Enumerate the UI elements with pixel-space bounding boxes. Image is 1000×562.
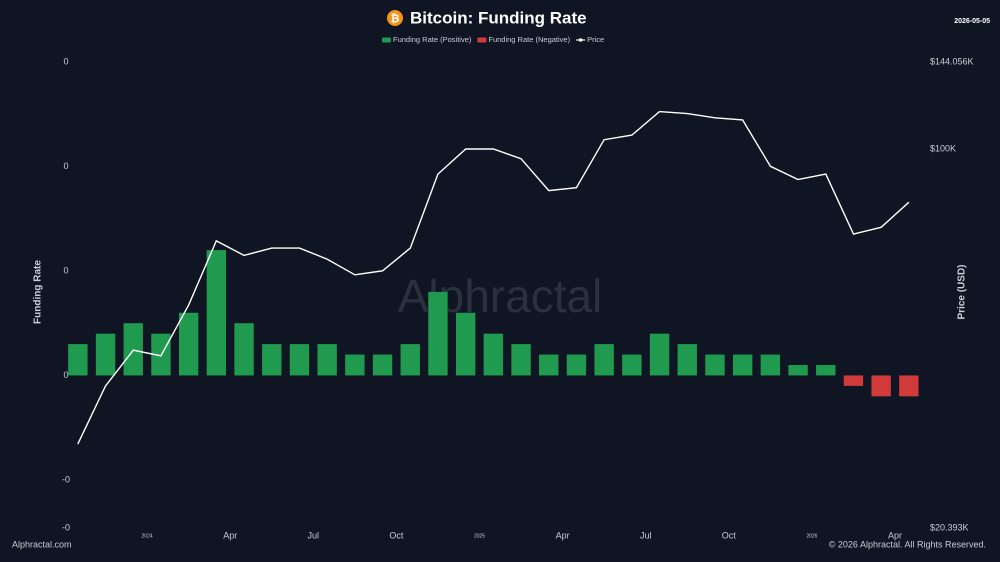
legend-label: Price (587, 35, 604, 44)
bar (511, 344, 531, 376)
bar (289, 344, 310, 376)
bitcoin-icon (387, 10, 403, 26)
x-tick-label: Jul (640, 530, 652, 540)
bar (123, 323, 143, 376)
date: 2026-05-05 (954, 18, 990, 25)
bar (178, 312, 199, 376)
x-tick-label: Apr (223, 530, 237, 540)
bar (622, 354, 642, 376)
bar (95, 333, 116, 376)
bar (234, 323, 254, 376)
bar (455, 312, 476, 376)
bar (788, 365, 808, 376)
y2-tick-label: $144.056K (930, 56, 974, 66)
bar (732, 354, 753, 376)
bar (345, 354, 365, 376)
bar (317, 344, 337, 376)
price-line (77, 110, 910, 445)
x-tick-label: Apr (556, 530, 570, 540)
bar (677, 344, 697, 376)
y-tick-label: 0 (63, 265, 68, 275)
x-tick-label: Oct (722, 530, 737, 540)
bar (372, 354, 393, 376)
source: Alphractal.com (12, 539, 72, 549)
bar (816, 365, 836, 376)
y2-tick-label: $100K (930, 143, 956, 153)
legend-label: Funding Rate (Positive) (393, 35, 472, 44)
bar (206, 250, 227, 376)
x-tick-label: Apr (888, 530, 902, 540)
x-tick-label: 2024 (142, 533, 153, 539)
legend-swatch (477, 37, 487, 43)
x-tick-label: Oct (389, 530, 404, 540)
y-tick-label: -0 (62, 474, 70, 484)
bar (539, 354, 559, 376)
y2-tick-label: $20.393K (930, 522, 969, 532)
bar (400, 344, 420, 376)
y-tick-label: 0 (63, 56, 68, 66)
bar (428, 291, 448, 376)
x-tick-label: 2025 (474, 533, 485, 539)
bar (760, 354, 781, 376)
y-tick-label: -0 (62, 522, 70, 532)
x-tick-label: 2026 (806, 533, 817, 539)
bar (262, 344, 282, 376)
y-tick-label: 0 (63, 370, 68, 380)
bar (899, 375, 919, 397)
y-axis-label: Funding Rate (33, 260, 44, 324)
chart-title: Bitcoin: Funding Rate (410, 8, 587, 27)
bar (483, 333, 504, 376)
bitcoin-symbol: ₿ (391, 13, 400, 25)
y2-axis-label: Price (USD) (957, 264, 968, 319)
copyright: © 2026 Alphractal. All Rights Reserved. (829, 539, 986, 549)
bar (843, 375, 864, 386)
legend-swatch (382, 37, 391, 43)
x-tick-label: Jul (308, 530, 320, 540)
legend-swatch (578, 38, 583, 42)
bar (871, 375, 891, 397)
legend-label: Funding Rate (Negative) (488, 35, 570, 44)
bar (649, 333, 670, 376)
bar (68, 344, 88, 376)
bar (705, 354, 725, 376)
y-tick-label: 0 (63, 161, 68, 171)
bar (566, 354, 587, 376)
bar (594, 344, 614, 376)
